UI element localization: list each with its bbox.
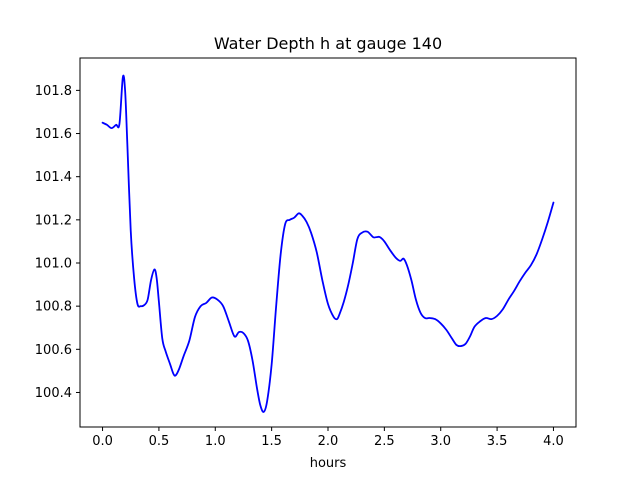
y-axis-ticks: 100.4 100.6 100.8 101.0 101.2 101.4 101.6 101.8 <box>35 84 80 401</box>
x-tick-label: 0.0 <box>92 434 113 449</box>
x-tick-label: 1.5 <box>261 434 282 449</box>
y-tick-label: 101.2 <box>35 213 72 228</box>
y-tick-label: 100.4 <box>35 386 72 401</box>
x-tick-label: 3.0 <box>430 434 451 449</box>
x-tick-label: 2.5 <box>374 434 395 449</box>
y-tick-label: 100.6 <box>35 343 72 358</box>
chart-title: Water Depth h at gauge 140 <box>214 34 442 53</box>
x-tick-label: 4.0 <box>543 434 564 449</box>
y-tick-label: 101.0 <box>35 257 72 272</box>
x-axis-label: hours <box>310 456 347 471</box>
x-axis-ticks: 0.0 0.5 1.0 1.5 2.0 2.5 3.0 3.5 4.0 <box>92 427 564 449</box>
x-tick-label: 0.5 <box>149 434 170 449</box>
y-tick-label: 100.8 <box>35 300 72 315</box>
y-tick-label: 101.8 <box>35 84 72 99</box>
x-tick-label: 3.5 <box>487 434 508 449</box>
series-line <box>101 74 555 413</box>
x-tick-label: 2.0 <box>318 434 339 449</box>
plot-area <box>101 74 555 413</box>
y-tick-label: 101.6 <box>35 127 72 142</box>
y-tick-label: 101.4 <box>35 170 72 185</box>
x-tick-label: 1.0 <box>205 434 226 449</box>
